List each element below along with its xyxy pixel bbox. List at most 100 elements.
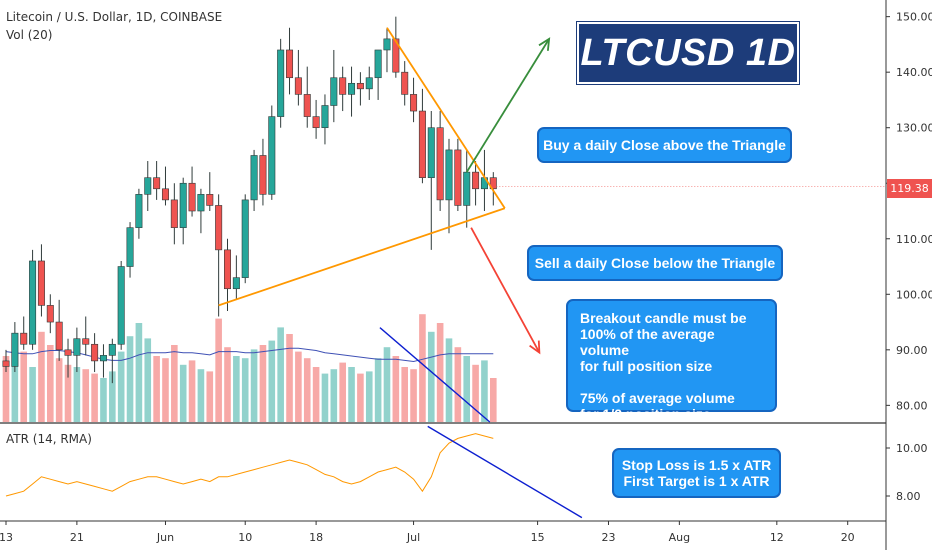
volume-bar bbox=[348, 367, 355, 422]
sell-note: Sell a daily Close below the Triangle bbox=[527, 245, 783, 281]
volume-bar bbox=[171, 345, 178, 422]
volume-bar bbox=[82, 369, 90, 422]
candle-body bbox=[224, 249, 232, 290]
candles bbox=[2, 16, 497, 384]
breakout-up-arrow-head bbox=[538, 37, 551, 51]
volume-bar bbox=[29, 367, 36, 422]
candle-body bbox=[365, 77, 373, 90]
candle-body bbox=[436, 127, 444, 201]
volume-bar bbox=[233, 356, 240, 422]
volume-bar bbox=[357, 373, 364, 422]
volume-bar bbox=[100, 378, 107, 422]
volume-bar bbox=[463, 356, 471, 422]
volume-ma-line bbox=[5, 347, 494, 363]
volume-bar bbox=[64, 364, 72, 422]
candle-body bbox=[410, 94, 418, 112]
price-tick-label: 130.00 bbox=[896, 122, 932, 135]
volume-bar bbox=[330, 369, 338, 422]
volume-bar bbox=[73, 367, 81, 422]
candle-body bbox=[463, 171, 471, 206]
candle-body bbox=[55, 321, 63, 351]
candle-body bbox=[303, 94, 311, 117]
volume-note: Breakout candle must be 100% of the aver… bbox=[566, 299, 777, 422]
volume-bar bbox=[224, 347, 231, 422]
candle-body bbox=[179, 182, 187, 228]
volume-bar bbox=[206, 371, 214, 422]
candle-body bbox=[356, 82, 364, 90]
volume-bar bbox=[286, 334, 293, 422]
atr-line bbox=[5, 433, 494, 497]
candle-body bbox=[268, 116, 276, 195]
time-tick-label: Jul bbox=[406, 531, 420, 544]
candle-body bbox=[401, 71, 409, 95]
volume-bar bbox=[126, 336, 134, 422]
candle-body bbox=[29, 260, 37, 345]
candle-body bbox=[20, 332, 28, 345]
volume-bar bbox=[144, 338, 152, 422]
candle-body bbox=[46, 305, 54, 323]
volume-bar bbox=[295, 351, 302, 422]
candle-body bbox=[64, 349, 72, 356]
volume-bar bbox=[38, 331, 45, 422]
triangle-lower-line bbox=[218, 207, 506, 307]
triangle-upper-line bbox=[386, 27, 506, 209]
atr-trend-line bbox=[427, 425, 583, 519]
time-tick-label: 20 bbox=[841, 531, 855, 544]
candle-body bbox=[91, 343, 99, 362]
chart-title: LTCUSD 1D bbox=[580, 31, 796, 74]
candle-body bbox=[135, 194, 143, 228]
candle-body bbox=[206, 194, 214, 206]
volume-bar bbox=[445, 338, 453, 422]
breakdown-down-arrow-shaft bbox=[470, 227, 541, 354]
volume-bars bbox=[2, 314, 497, 422]
candle-body bbox=[82, 338, 90, 345]
candle-body bbox=[294, 77, 302, 95]
candle-body bbox=[215, 205, 223, 251]
breakdown-down-arrow bbox=[470, 227, 541, 355]
price-tick-label: 80.00 bbox=[896, 399, 928, 412]
chart-title-box: LTCUSD 1D bbox=[577, 22, 799, 84]
price-tick-label: 140.00 bbox=[896, 66, 932, 79]
time-tick-label: 13 bbox=[0, 531, 13, 544]
symbol-label: Litecoin / U.S. Dollar, 1D, COINBASE bbox=[6, 10, 223, 24]
candle-body bbox=[144, 177, 152, 195]
volume-bar bbox=[55, 358, 63, 422]
time-tick-label: 12 bbox=[770, 531, 784, 544]
buy-note: Buy a daily Close above the Triangle bbox=[537, 127, 792, 163]
volume-bar bbox=[339, 362, 346, 422]
volume-bar bbox=[392, 356, 400, 422]
volume-bar bbox=[321, 373, 329, 422]
atr-label: ATR (14, RMA) bbox=[6, 432, 92, 446]
candle-body bbox=[427, 127, 435, 178]
volume-bar bbox=[268, 340, 276, 422]
candle-body bbox=[489, 177, 497, 190]
candle-body bbox=[339, 77, 347, 95]
price-tick-label: 100.00 bbox=[896, 288, 932, 301]
atr-note: Stop Loss is 1.5 x ATR First Target is 1… bbox=[612, 448, 781, 498]
volume-trend-line bbox=[379, 327, 491, 423]
candle-body bbox=[259, 155, 267, 195]
candle-body bbox=[126, 227, 134, 267]
price-tick-label: 90.00 bbox=[896, 344, 928, 357]
candle-body bbox=[197, 194, 205, 212]
volume-bar bbox=[20, 351, 28, 422]
time-tick-label: 21 bbox=[70, 531, 84, 544]
volume-bar bbox=[197, 369, 205, 422]
candle-body bbox=[37, 260, 45, 306]
candle-body bbox=[11, 332, 19, 367]
time-tick-label: 23 bbox=[601, 531, 615, 544]
candle-body bbox=[286, 49, 294, 79]
volume-bar bbox=[215, 318, 222, 422]
atr-tick-label: 8.00 bbox=[896, 490, 921, 503]
volume-bar bbox=[153, 356, 160, 422]
candle-body bbox=[383, 38, 391, 51]
atr-tick-label: 10.00 bbox=[896, 442, 928, 455]
time-tick-label: 18 bbox=[309, 531, 323, 544]
price-tick-label: 150.00 bbox=[896, 11, 932, 24]
candle-body bbox=[73, 338, 81, 356]
candle-body bbox=[312, 116, 320, 129]
volume-bar bbox=[135, 323, 143, 422]
candle-body bbox=[241, 199, 249, 278]
volume-bar bbox=[401, 367, 408, 422]
